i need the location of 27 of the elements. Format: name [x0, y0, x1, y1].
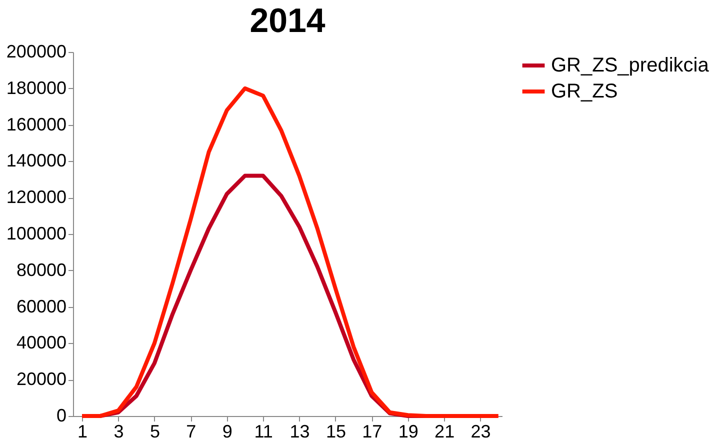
y-tick-label: 140000 — [6, 150, 66, 171]
x-tick-label: 17 — [362, 422, 382, 442]
x-tick-label: 19 — [398, 422, 418, 442]
y-tick-label: 120000 — [6, 187, 66, 208]
y-tick-label: 40000 — [16, 332, 66, 353]
legend-label: GR_ZS_predikcia — [551, 54, 710, 76]
y-tick-label: 100000 — [6, 224, 66, 244]
x-tick-label: 15 — [326, 422, 346, 442]
y-tick-label: 160000 — [6, 114, 66, 134]
x-tick-label: 21 — [434, 422, 455, 442]
x-tick-label: 23 — [470, 422, 491, 442]
chart-title: 2014 — [250, 2, 326, 40]
y-tick-label: 200000 — [6, 42, 66, 62]
x-tick-label: 9 — [222, 422, 232, 442]
y-tick-label: 60000 — [16, 296, 66, 316]
line-series — [80, 86, 500, 418]
x-tick-label: 3 — [114, 422, 124, 442]
x-tick-label: 1 — [78, 422, 88, 442]
x-tick-label: 11 — [254, 422, 273, 442]
y-tick-label: 0 — [56, 406, 66, 426]
x-tick-label: 13 — [290, 422, 310, 442]
x-tick-label: 5 — [150, 422, 160, 442]
y-tick-label: 80000 — [16, 260, 66, 280]
x-tick-label: 7 — [186, 422, 196, 442]
y-tick-label: 180000 — [6, 78, 66, 98]
legend-label: GR_ZS — [551, 80, 618, 102]
y-tick-label: 20000 — [16, 369, 66, 390]
